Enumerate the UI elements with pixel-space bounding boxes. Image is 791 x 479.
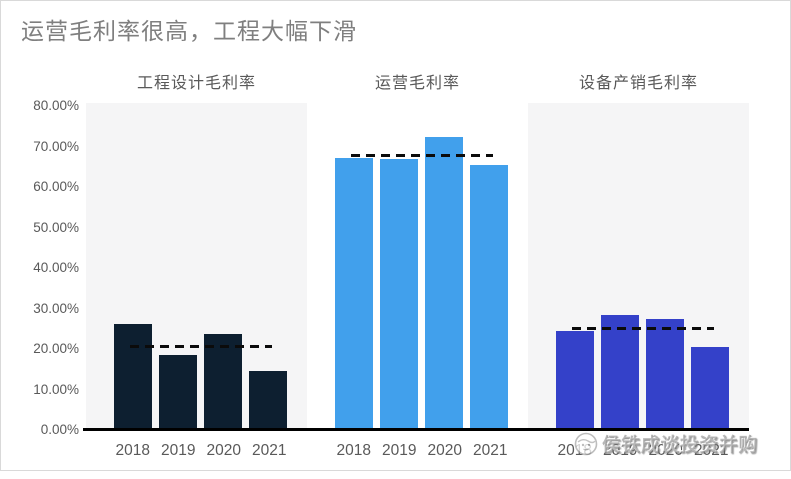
x-tick-label: 2020 (648, 442, 683, 459)
bar-2020 (425, 136, 463, 430)
x-tick-label: 2019 (603, 442, 638, 459)
x-axis-labels: 2018 2019 2020 2021 (552, 442, 734, 460)
bar-2019 (380, 158, 418, 430)
bar-2018 (335, 157, 373, 430)
y-tick-label: 20.00% (33, 341, 79, 356)
y-tick-label: 30.00% (33, 300, 79, 316)
x-tick-label: 2021 (252, 442, 287, 459)
watermark: 侯铁成谈投资并购 (574, 430, 758, 457)
y-tick-label: 50.00% (33, 219, 79, 235)
bar-2021 (249, 371, 287, 430)
x-tick-label: 2019 (382, 442, 417, 459)
y-tick-label: 10.00% (33, 381, 79, 397)
y-tick-label: 60.00% (33, 179, 79, 194)
x-tick-label: 2020 (206, 442, 241, 459)
chart-title: 运营毛利率很高，工程大幅下滑 (21, 18, 357, 44)
bar-2018 (556, 330, 594, 430)
panel-header-engineering: 工程设计毛利率 (136, 75, 256, 92)
bar-2018 (114, 323, 152, 430)
x-tick-label: 2021 (473, 442, 508, 459)
x-tick-label: 2018 (336, 442, 371, 459)
x-axis-labels: 2018 2019 2020 2021 (110, 442, 292, 460)
y-tick-label: 80.00% (33, 98, 79, 113)
taiji-face-logo-icon (574, 432, 598, 455)
panel-background (528, 103, 749, 430)
y-tick-label: 0.00% (40, 422, 79, 437)
average-dashed-line (572, 326, 714, 330)
y-tick-label: 40.00% (33, 260, 79, 275)
panel-header-operation: 运营毛利率 (374, 75, 460, 92)
x-tick-label: 2020 (427, 442, 462, 459)
x-tick-label: 2021 (694, 442, 729, 459)
bar-2021 (691, 346, 729, 430)
bar-2021 (470, 164, 508, 430)
panel-background (307, 103, 528, 430)
bar-2020 (646, 319, 684, 430)
average-dashed-line (130, 344, 272, 348)
x-axis-baseline (83, 428, 749, 431)
y-tick-label: 70.00% (33, 138, 79, 154)
bar-2019 (601, 314, 639, 430)
panel-background (86, 103, 307, 430)
bar-2020 (204, 334, 242, 430)
watermark-text: 侯铁成谈投资并购 (602, 435, 759, 456)
x-tick-label: 2019 (161, 442, 196, 459)
x-tick-label: 2018 (115, 442, 150, 459)
panel-header-equipment: 设备产销毛利率 (578, 75, 698, 92)
average-dashed-line (351, 153, 493, 157)
panel-headers: 工程设计毛利率 运营毛利率 设备产销毛利率 (86, 69, 749, 93)
bar-2019 (159, 354, 197, 430)
x-axis-labels: 2018 2019 2020 2021 (331, 442, 513, 460)
